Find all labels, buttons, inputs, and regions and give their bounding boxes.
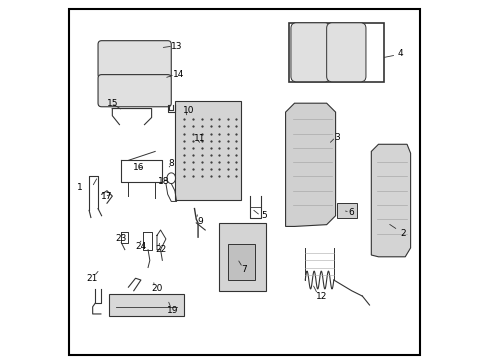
Text: 4: 4	[396, 49, 402, 58]
Bar	[228, 244, 255, 280]
FancyBboxPatch shape	[98, 75, 171, 107]
Bar	[108, 294, 183, 316]
Text: 14: 14	[172, 70, 183, 79]
FancyBboxPatch shape	[290, 23, 329, 82]
Text: 11: 11	[194, 134, 205, 143]
Text: 8: 8	[168, 159, 174, 168]
Text: 12: 12	[315, 292, 326, 301]
Bar	[337, 203, 356, 217]
Text: 2: 2	[400, 229, 406, 238]
Text: 20: 20	[151, 284, 163, 293]
Text: 16: 16	[133, 163, 144, 172]
Bar	[219, 223, 265, 291]
Text: 18: 18	[158, 177, 169, 186]
Text: 7: 7	[241, 265, 247, 274]
Text: 15: 15	[107, 99, 119, 108]
Text: 6: 6	[348, 208, 354, 217]
Bar	[288, 23, 383, 82]
Bar	[175, 102, 241, 200]
FancyBboxPatch shape	[326, 23, 365, 82]
Text: 21: 21	[86, 274, 97, 283]
Text: 17: 17	[101, 192, 113, 201]
Text: 22: 22	[155, 245, 166, 254]
Text: 24: 24	[135, 242, 146, 251]
Text: 1: 1	[77, 183, 82, 192]
Polygon shape	[285, 103, 335, 226]
FancyBboxPatch shape	[98, 41, 171, 78]
Text: 23: 23	[115, 234, 127, 243]
Polygon shape	[370, 144, 410, 257]
Text: 3: 3	[334, 132, 340, 141]
Text: 5: 5	[261, 211, 266, 220]
Text: 19: 19	[167, 306, 179, 315]
Text: 10: 10	[183, 106, 195, 115]
Text: 13: 13	[170, 41, 182, 50]
Text: 9: 9	[197, 217, 203, 226]
